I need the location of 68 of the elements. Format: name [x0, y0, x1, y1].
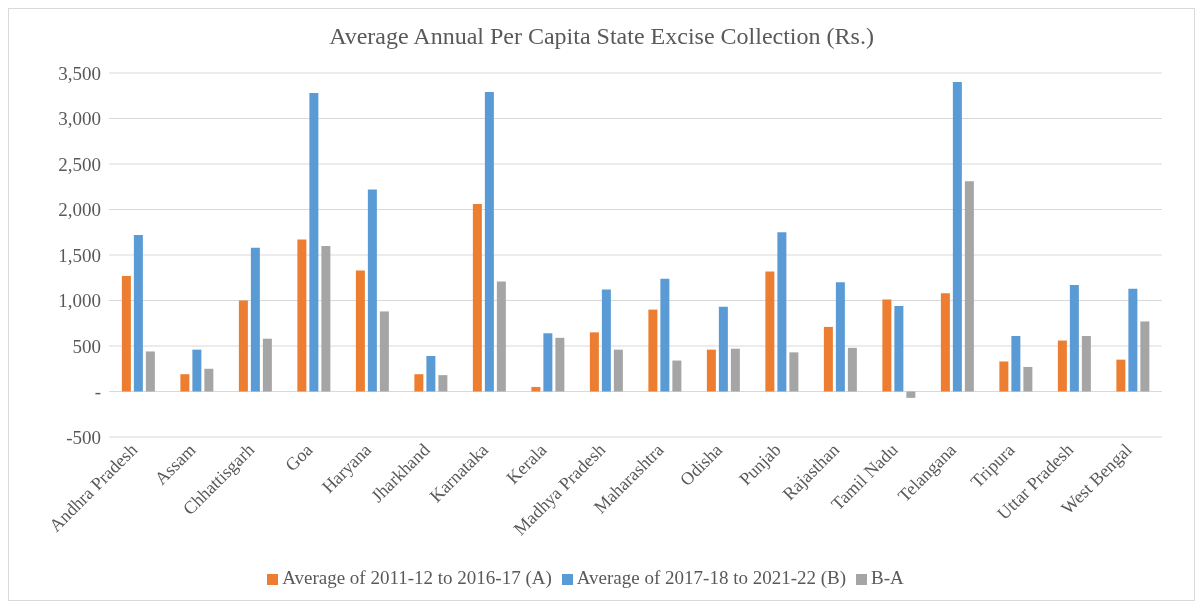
bar — [355, 270, 365, 392]
bar — [882, 299, 892, 392]
bar — [940, 293, 950, 392]
bar — [660, 278, 670, 392]
legend-label: B-A — [871, 567, 904, 588]
bar — [706, 349, 716, 392]
bar — [672, 360, 682, 392]
bar — [823, 326, 833, 392]
bar — [1081, 335, 1091, 392]
legend-label: Average of 2011-12 to 2016-17 (A) — [282, 567, 552, 588]
bar — [262, 338, 272, 392]
bar — [1116, 359, 1126, 392]
bar — [145, 351, 155, 392]
bar — [952, 82, 962, 392]
bar — [730, 348, 740, 392]
bar — [180, 374, 190, 392]
bar — [789, 352, 799, 392]
bar — [321, 245, 331, 392]
bar — [777, 232, 787, 392]
bar — [613, 349, 623, 392]
bar — [543, 333, 553, 392]
bar — [1011, 335, 1021, 392]
bar — [496, 281, 506, 392]
bar — [555, 337, 565, 392]
bar — [1128, 288, 1138, 392]
y-tick-label: -500 — [66, 426, 101, 448]
bar — [589, 332, 599, 392]
bar — [765, 271, 775, 392]
bar — [531, 386, 541, 392]
bar — [121, 275, 131, 392]
bar — [250, 247, 260, 392]
y-tick-label: 2,000 — [58, 199, 101, 221]
y-tick-label: 500 — [72, 335, 101, 357]
bar — [964, 181, 974, 392]
bar — [1140, 321, 1150, 392]
bar — [484, 92, 494, 392]
bar — [835, 282, 845, 392]
bar — [999, 361, 1009, 392]
y-tick-label: 2,500 — [58, 153, 101, 175]
bar — [192, 349, 202, 392]
bar — [133, 234, 143, 392]
bar — [472, 204, 482, 392]
bar — [1057, 340, 1067, 392]
bar — [367, 189, 377, 392]
y-tick-label: 3,000 — [58, 108, 101, 130]
bar — [438, 375, 448, 392]
x-tick-label: Goa — [281, 439, 317, 476]
bar — [648, 309, 658, 392]
y-tick-label: 3,500 — [58, 62, 101, 84]
bar — [847, 347, 857, 392]
bar — [297, 239, 307, 392]
y-tick-label: 1,500 — [58, 244, 101, 266]
bar — [1023, 366, 1033, 392]
bar — [1069, 285, 1079, 392]
y-tick-label: 1,000 — [58, 290, 101, 312]
bar — [601, 289, 611, 392]
bar — [204, 368, 214, 392]
bar — [414, 374, 424, 392]
bar — [379, 311, 389, 392]
bar — [906, 391, 916, 398]
bar — [238, 300, 248, 392]
bar — [894, 305, 904, 392]
bar — [426, 356, 436, 392]
chart-title: Average Annual Per Capita State Excise Collection (Rs.) — [328, 22, 875, 51]
y-tick-label: - — [94, 381, 101, 403]
bar — [718, 306, 728, 392]
legend-label: Average of 2017-18 to 2021-22 (B) — [576, 567, 847, 588]
bar — [309, 93, 319, 392]
